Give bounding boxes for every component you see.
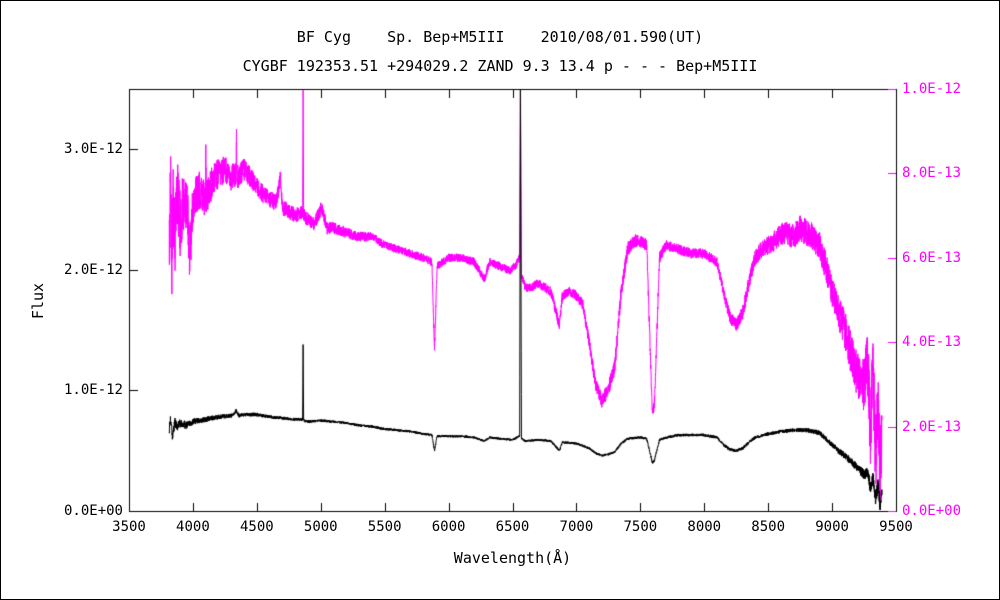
y-left-tick-label-2: 2.0E-12 xyxy=(63,261,123,278)
y-right-tick-label-3: 6.0E-13 xyxy=(902,249,962,266)
x-tick-label-9500: 9500 xyxy=(879,519,913,535)
x-tick-label-6500: 6500 xyxy=(495,519,530,535)
y-axis-label-flux: Flux xyxy=(29,282,47,320)
plot-title: BF Cyg Sp. Bep+M5III 2010/08/01.590(UT) xyxy=(296,28,704,46)
y-right-tick-label-0: 0.0E+00 xyxy=(902,503,962,519)
x-tick-label-4000: 4000 xyxy=(176,519,210,535)
y-left-tick-label-3: 3.0E-12 xyxy=(63,141,123,158)
x-tick-label-8500: 8500 xyxy=(751,519,786,535)
y-right-tick-label-2: 4.0E-13 xyxy=(902,334,962,351)
plot-subtitle-catalog-line: CYGBF 192353.51 +294029.2 ZAND 9.3 13.4 … xyxy=(242,57,758,75)
y-right-tick-label-4: 8.0E-13 xyxy=(902,165,962,182)
y-right-tick-label-5: 1.0E-12 xyxy=(902,81,962,97)
x-tick-label-6000: 6000 xyxy=(431,519,466,535)
x-axis-label-wavelength: Wavelength(Å) xyxy=(453,549,572,567)
y-right-tick-label-1: 2.0E-13 xyxy=(902,418,962,435)
x-tick-label-5500: 5500 xyxy=(367,519,402,535)
x-tick-label-4500: 4500 xyxy=(239,519,274,535)
x-tick-label-8000: 8000 xyxy=(687,519,722,535)
x-tick-label-9000: 9000 xyxy=(815,519,849,535)
y-left-tick-label-1: 1.0E-12 xyxy=(63,382,123,399)
x-tick-label-5000: 5000 xyxy=(303,519,338,535)
y-left-tick-label-0: 0.0E+00 xyxy=(63,503,123,519)
x-tick-label-7500: 7500 xyxy=(623,519,658,535)
x-tick-label-7000: 7000 xyxy=(559,519,594,535)
x-tick-label-3500: 3500 xyxy=(112,519,146,535)
